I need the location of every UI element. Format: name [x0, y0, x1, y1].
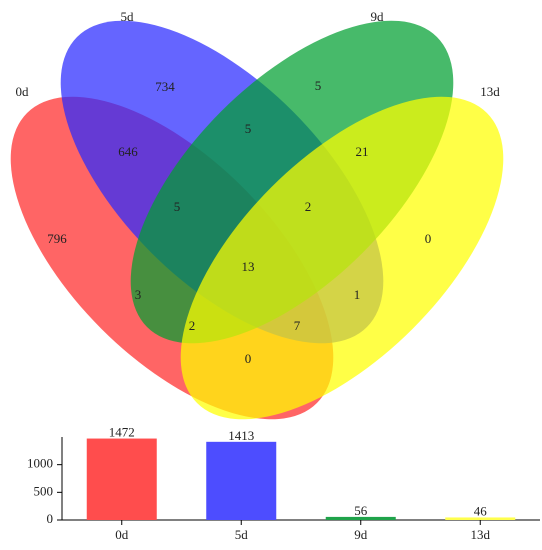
region-count: 1 [354, 287, 361, 302]
region-count: 5 [245, 121, 252, 136]
value-label: 46 [474, 503, 488, 518]
region-count: 13 [242, 259, 255, 274]
y-tick-label: 500 [34, 483, 54, 498]
value-label: 56 [354, 503, 368, 518]
region-count: 3 [135, 287, 142, 302]
region-count: 2 [305, 199, 312, 214]
value-label: 1472 [109, 425, 135, 440]
set-label: 9d [371, 9, 385, 24]
region-count: 5 [174, 199, 181, 214]
bar [445, 517, 516, 520]
region-count: 7 [294, 318, 301, 333]
x-tick-label: 9d [354, 527, 368, 542]
region-count: 5 [315, 78, 322, 93]
region-count: 21 [356, 144, 369, 159]
set-label: 5d [121, 9, 135, 24]
y-tick-label: 1000 [27, 456, 53, 471]
venn-set [180, 96, 504, 420]
x-tick-label: 0d [115, 527, 129, 542]
region-count: 734 [155, 79, 175, 94]
set-label: 0d [16, 84, 30, 99]
region-count: 796 [47, 231, 67, 246]
region-count: 0 [245, 351, 252, 366]
x-tick-label: 13d [471, 527, 491, 542]
x-tick-label: 5d [235, 527, 249, 542]
region-count: 646 [118, 144, 138, 159]
set-label: 13d [480, 84, 500, 99]
value-label: 1413 [228, 428, 254, 443]
region-count: 2 [189, 318, 196, 333]
y-tick-label: 0 [47, 511, 54, 526]
bar [206, 441, 277, 520]
bar [86, 438, 157, 520]
region-count: 0 [425, 231, 432, 246]
bar [325, 516, 396, 520]
